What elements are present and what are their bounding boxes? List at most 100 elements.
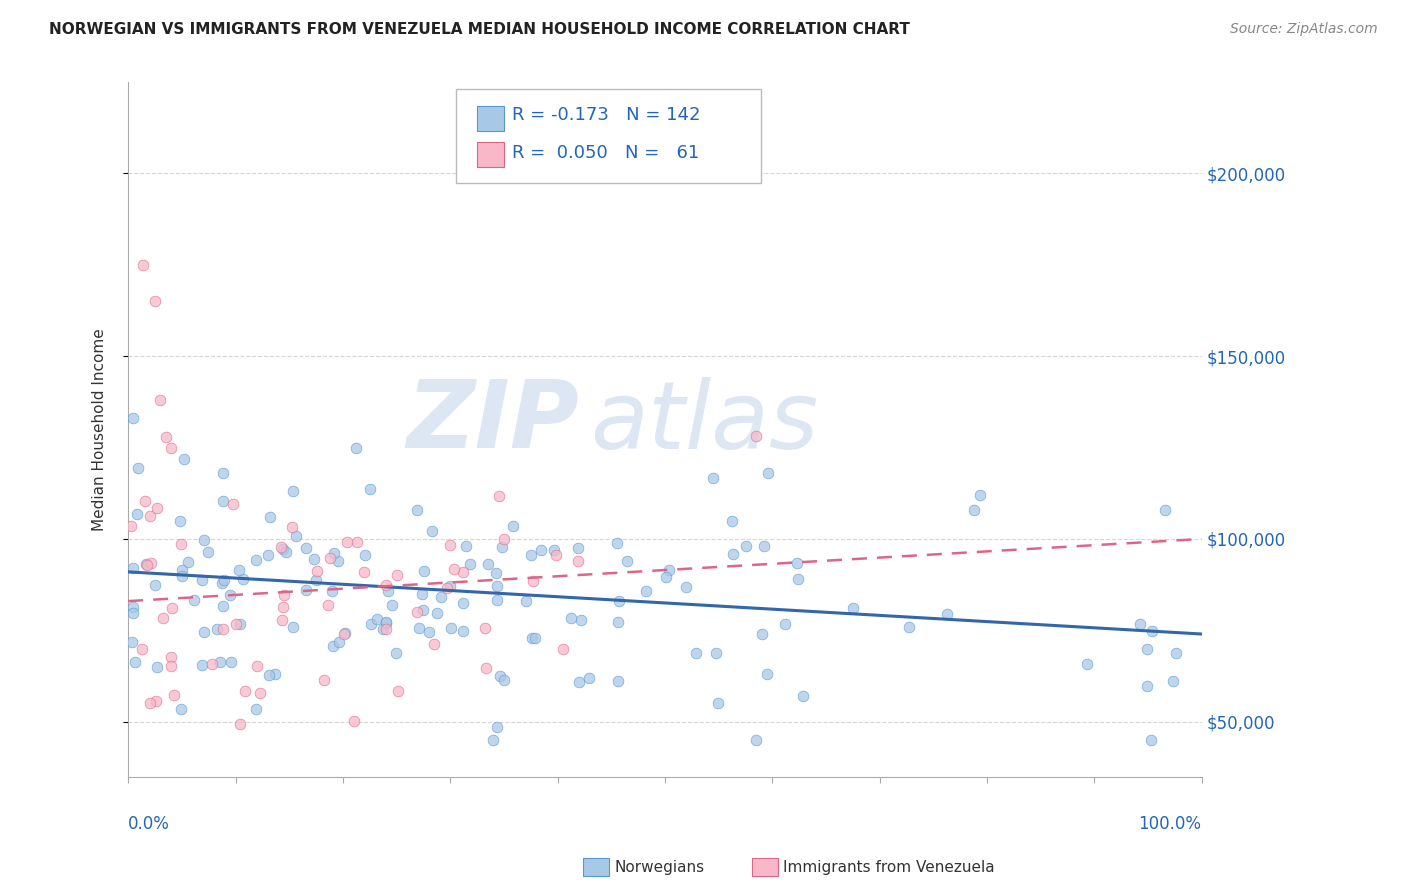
Point (211, 576, 233, 591)
Point (658, 563, 681, 577)
Point (411, 587, 433, 601)
Point (170, 569, 193, 583)
Point (636, 583, 658, 598)
Point (675, 580, 697, 594)
Point (343, 714, 366, 728)
Point (121, 410, 143, 425)
Point (522, 574, 544, 588)
Point (322, 546, 344, 560)
Point (773, 616, 796, 631)
Point (484, 566, 506, 580)
Point (122, 561, 145, 575)
Point (385, 646, 408, 660)
Point (1140, 624, 1163, 638)
Point (377, 584, 399, 599)
Point (328, 554, 350, 568)
Point (122, 607, 145, 621)
Point (346, 535, 368, 549)
Point (183, 593, 205, 607)
Point (197, 545, 219, 559)
Point (344, 441, 367, 455)
Point (246, 659, 269, 673)
Point (333, 626, 356, 640)
Point (212, 493, 235, 508)
Point (371, 622, 394, 636)
Point (134, 494, 156, 508)
Point (212, 467, 235, 481)
Text: Immigrants from Venezuela: Immigrants from Venezuela (783, 860, 995, 874)
Point (139, 509, 162, 524)
Point (458, 557, 481, 571)
Point (578, 671, 600, 685)
Point (249, 686, 271, 700)
Point (406, 605, 429, 619)
Point (567, 554, 589, 568)
Point (1154, 502, 1177, 516)
Point (755, 667, 778, 681)
Point (375, 615, 398, 629)
Point (228, 617, 250, 632)
Point (145, 694, 167, 708)
Point (354, 548, 377, 562)
Point (413, 564, 436, 578)
Point (375, 578, 398, 592)
Point (177, 555, 200, 569)
Point (606, 615, 628, 630)
Point (897, 620, 920, 634)
Point (494, 532, 516, 546)
Bar (477, 106, 503, 130)
Point (439, 579, 461, 593)
Point (607, 594, 630, 608)
Text: R =  0.050   N =   61: R = 0.050 N = 61 (512, 144, 700, 161)
Point (745, 733, 768, 747)
Point (218, 588, 240, 602)
Point (360, 617, 382, 632)
Point (316, 599, 339, 613)
Point (245, 702, 267, 716)
Point (474, 621, 496, 635)
Point (135, 558, 157, 572)
Point (568, 674, 591, 689)
Text: 0.0%: 0.0% (128, 814, 170, 833)
Point (152, 611, 174, 625)
Point (170, 536, 193, 550)
Text: Source: ZipAtlas.com: Source: ZipAtlas.com (1230, 22, 1378, 37)
Point (270, 540, 292, 554)
Point (685, 646, 707, 660)
Point (205, 622, 228, 636)
Point (160, 659, 183, 673)
Point (280, 520, 302, 534)
Point (138, 697, 160, 711)
Point (606, 536, 628, 550)
Point (481, 733, 503, 747)
Point (145, 578, 167, 592)
Text: R = -0.173   N = 142: R = -0.173 N = 142 (512, 106, 702, 124)
Point (486, 720, 509, 734)
Point (359, 482, 381, 496)
Point (477, 557, 499, 571)
Point (274, 545, 297, 559)
Point (321, 584, 343, 599)
Text: NORWEGIAN VS IMMIGRANTS FROM VENEZUELA MEDIAN HOUSEHOLD INCOME CORRELATION CHART: NORWEGIAN VS IMMIGRANTS FROM VENEZUELA M… (49, 22, 910, 37)
Point (706, 697, 728, 711)
Point (125, 507, 148, 521)
Point (440, 621, 463, 635)
Point (436, 581, 458, 595)
Point (1076, 657, 1098, 671)
Point (454, 539, 477, 553)
Point (283, 484, 305, 499)
Point (443, 562, 465, 576)
Point (271, 613, 294, 627)
Point (475, 661, 498, 675)
Point (1136, 679, 1159, 693)
Point (567, 541, 589, 556)
Point (553, 642, 575, 657)
Point (146, 660, 169, 674)
Point (284, 528, 307, 542)
Point (569, 613, 592, 627)
Point (160, 649, 183, 664)
Point (969, 488, 991, 502)
Point (281, 620, 304, 634)
Text: Norwegians: Norwegians (614, 860, 704, 874)
Point (257, 548, 280, 562)
